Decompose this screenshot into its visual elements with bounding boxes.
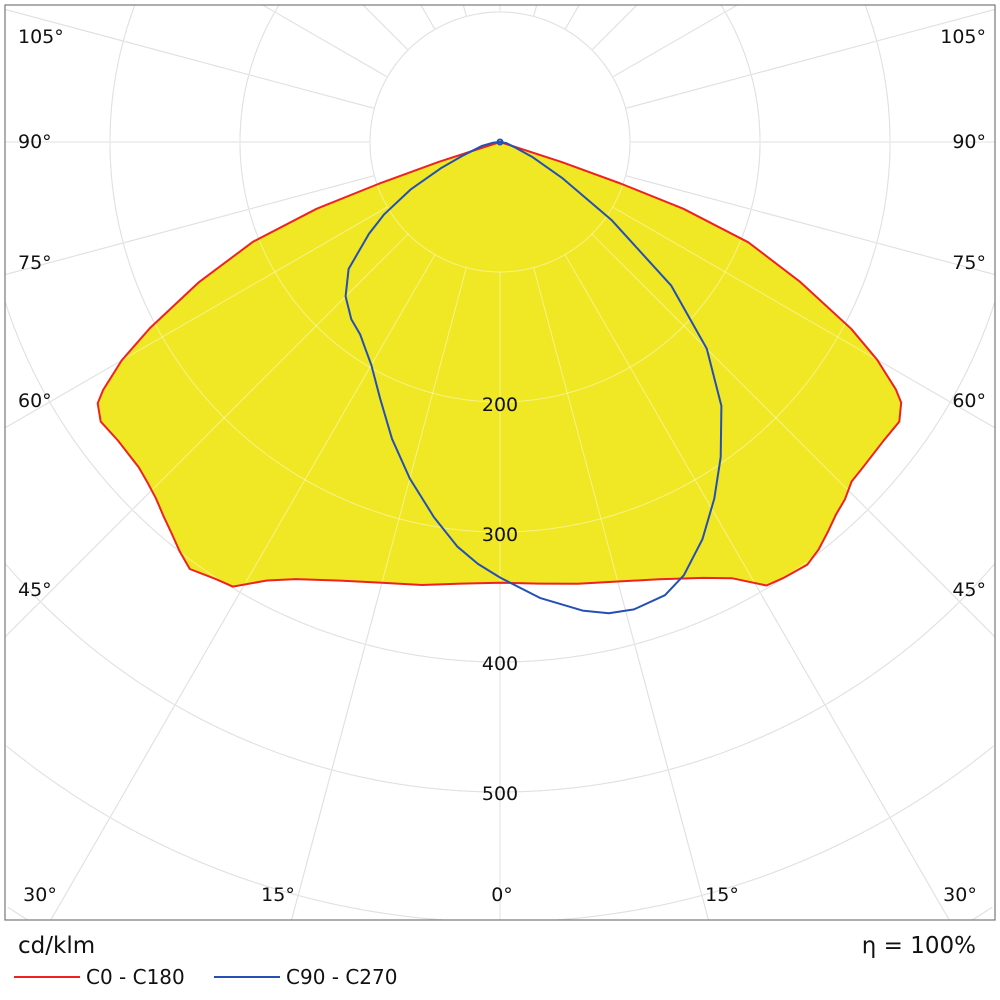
unit-label: cd/klm	[18, 933, 96, 959]
angle-label-bottom-0: 0°	[491, 884, 513, 906]
c90-c270-apex-marker	[496, 138, 504, 146]
angle-label-left-105: 105°	[18, 26, 64, 48]
curves	[97, 142, 902, 587]
grid-radial-line	[533, 4, 538, 17]
grid-circle-600	[557, 745, 994, 921]
grid-circle-200	[720, 4, 761, 142]
angle-label-left-75: 75°	[18, 252, 52, 274]
grid-circle-600	[557, 745, 994, 921]
legend-label: C0 - C180	[86, 965, 185, 989]
grid-radial-line	[612, 206, 996, 429]
angle-label-left-60: 60°	[18, 390, 52, 412]
grid-radial-line	[612, 4, 738, 78]
grid-circle-700	[7, 906, 29, 921]
grid-circle-500	[5, 563, 995, 793]
angle-label-right-75: 75°	[952, 252, 986, 274]
grid-radial-line	[625, 175, 996, 276]
grid-radial-line	[564, 4, 580, 30]
angle-label-left-45: 45°	[18, 579, 52, 601]
grid-circle-700	[971, 906, 993, 921]
grid-radial-line	[291, 267, 467, 921]
grid-circle-300	[864, 5, 891, 142]
angle-label-right-90: 90°	[952, 131, 986, 153]
grid-radial-line	[625, 8, 996, 109]
radial-label-400: 400	[481, 653, 519, 675]
angle-label-bottom-15-right: 15°	[705, 884, 739, 906]
grid-radial-line	[4, 206, 388, 429]
legend-item-c90-c270: C90 - C270	[214, 965, 397, 989]
grid-radial-line	[533, 4, 538, 17]
grid-circle-400	[5, 302, 995, 663]
plot-frame	[4, 4, 996, 921]
grid-radial-line	[420, 4, 436, 30]
radial-label-500: 500	[481, 783, 519, 805]
c90-c270-curve	[344, 141, 723, 615]
grid-circle-700	[971, 906, 993, 921]
grid-radial-line	[462, 4, 467, 17]
angle-label-bottom-30-right: 30°	[943, 884, 977, 906]
angle-label-right-45: 45°	[952, 579, 986, 601]
grid-radial-line	[533, 267, 709, 921]
grid-radial-line	[591, 233, 996, 638]
grid-radial-line	[612, 4, 738, 78]
grid-radial-line	[625, 8, 996, 109]
grid-radial-line	[4, 175, 375, 276]
grid-radial-line	[625, 175, 996, 276]
grid-circle-100	[369, 11, 631, 273]
grid-radial-line	[591, 4, 638, 51]
radial-label-200: 200	[481, 394, 519, 416]
grid-radial-line	[262, 4, 388, 78]
radial-label-300: 300	[481, 524, 519, 546]
grid-circle-300	[109, 5, 891, 533]
curve-lines	[96, 138, 903, 615]
legend-swatch-red	[14, 976, 80, 978]
grid-circle-300	[864, 5, 891, 142]
angle-label-left-90: 90°	[18, 131, 52, 153]
efficiency-label: η = 100%	[861, 933, 976, 959]
angle-label-right-105: 105°	[940, 26, 986, 48]
legend-swatch-blue	[214, 976, 280, 978]
grid-radial-line	[564, 4, 580, 30]
angle-label-right-60: 60°	[952, 390, 986, 412]
grid-radial-line	[4, 8, 375, 109]
grid-radial-line	[591, 4, 638, 51]
angle-label-bottom-30-left: 30°	[23, 884, 57, 906]
grid-radial-line	[4, 175, 375, 276]
legend-label: C90 - C270	[286, 965, 398, 989]
grid-radial-line	[362, 4, 409, 51]
c0-c180-curve	[96, 141, 903, 588]
angle-label-bottom-15-left: 15°	[261, 884, 295, 906]
grid-circle-600	[6, 745, 443, 921]
legend-item-c0-c180: C0 - C180	[14, 965, 185, 989]
grid-radial-line	[4, 233, 409, 638]
c0-c180-fill	[97, 142, 902, 587]
grid-radial-line	[564, 254, 950, 921]
grid-circle-200	[720, 4, 761, 142]
grid-circle-200	[239, 4, 761, 403]
grid-radial-line	[362, 4, 409, 51]
grid-circle-700	[7, 906, 29, 921]
grid-radial-line	[420, 4, 436, 30]
grid-radial-line	[462, 4, 467, 17]
grid-circle-600	[6, 745, 443, 921]
grid-radial-line	[262, 4, 388, 78]
grid-radial-line	[4, 8, 375, 109]
